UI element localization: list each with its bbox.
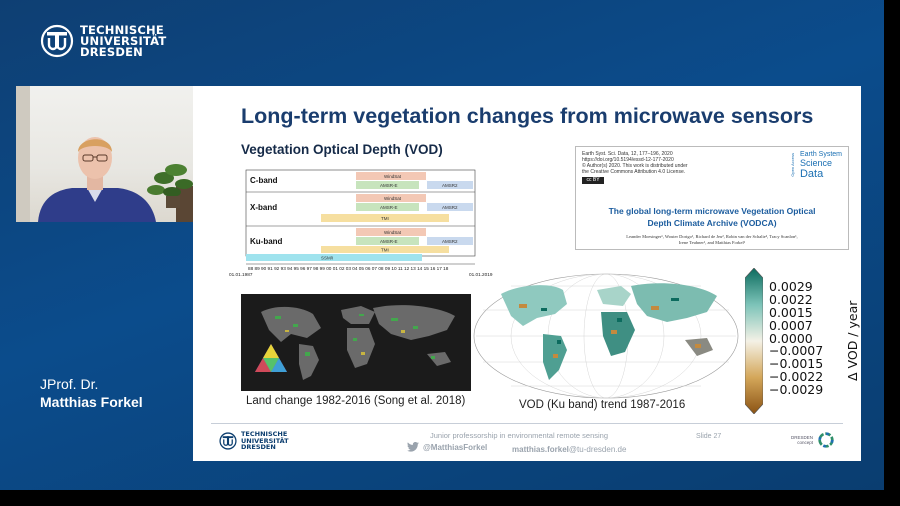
colorbar-ticks: 0.0029 0.0022 0.0015 0.0007 0.0000 −0.00… [769, 279, 824, 398]
colorbar-label: Δ VOD / year [845, 300, 860, 381]
sensor-bar [356, 181, 419, 189]
paper-thumbnail: Earth Syst. Sci. Data, 12, 177–196, 2020… [575, 146, 849, 250]
journal-logo: Open Access Earth System Science Data [790, 151, 842, 180]
sensor-label: WindSat [384, 230, 402, 235]
sensor-bar [321, 214, 449, 222]
paper-copyright: the Creative Commons Attribution 4.0 Lic… [582, 169, 686, 175]
colorbar-tick: −0.0022 [769, 369, 824, 385]
paper-doi: https://doi.org/10.5194/essd-12-177-2020 [582, 157, 674, 163]
footer-tagline: Junior professorship in environmental re… [430, 431, 609, 440]
sensor-bar [356, 203, 419, 211]
year-ticks: 88 89 90 91 92 93 94 95 96 97 98 99 00 0… [248, 266, 449, 271]
footer-email: matthias.forkel@tu-dresden.de [512, 445, 626, 454]
slide-title: Long-term vegetation changes from microw… [241, 104, 814, 128]
email-user: matthias.forkel [512, 445, 569, 454]
land-change-caption: Land change 1982-2016 (Song et al. 2018) [246, 395, 466, 407]
vod-trend-globe-map [473, 273, 739, 399]
sensor-bar [321, 246, 449, 253]
presentation-stage: TECHNISCHE UNIVERSITÄT DRESDEN [0, 0, 884, 490]
sensor-timeline-chart: C-band X-band Ku-band WindSat AMSR-E AMS… [229, 169, 493, 277]
presentation-slide: Long-term vegetation changes from microw… [193, 86, 861, 461]
paper-meta: Earth Syst. Sci. Data, 12, 177–196, 2020… [582, 151, 688, 175]
speaker-video-frame [16, 86, 193, 222]
timeline-end: 01.01.2019 [469, 272, 493, 277]
dd-line: DRESDEN [791, 435, 814, 440]
sensor-label: WindSat [384, 174, 402, 179]
band-label: X-band [250, 203, 277, 212]
logo-line: TECHNISCHE [241, 430, 288, 438]
colorbar-tick: 0.0029 [769, 279, 813, 294]
speaker-role: JProf. Dr. [40, 376, 99, 392]
colorbar-tick: 0.0007 [769, 317, 813, 333]
footer-divider [211, 423, 843, 424]
timeline-start: 01.01.1987 [229, 272, 253, 277]
journal-name: Earth System [799, 151, 842, 158]
dresden-concept-logo: DRESDEN concept [791, 431, 835, 449]
cc-by-badge: cc BY [582, 177, 604, 184]
sensor-label: AMSR2 [442, 183, 458, 188]
footer-twitter: @MatthiasForkel [407, 442, 487, 452]
sensor-label: TMI [381, 216, 389, 221]
paper-title-line: The global long-term microwave Vegetatio… [608, 206, 816, 216]
land-change-map [241, 294, 471, 391]
dd-line: concept [797, 440, 814, 445]
houseplant-icon [147, 164, 193, 208]
paper-title: The global long-term microwave Vegetatio… [576, 205, 848, 229]
sensor-bar [427, 181, 473, 189]
band-label: C-band [250, 176, 278, 185]
sensor-bar [356, 228, 426, 236]
speaker-name: Matthias Forkel [40, 394, 143, 410]
twitter-bird-icon [407, 442, 419, 452]
logo-line: UNIVERSITÄT [80, 33, 167, 48]
authors-line: Irene Teubner¹, and Matthias Forkel¹ [678, 240, 746, 245]
colorbar-tick: 0.0022 [769, 291, 813, 307]
journal-ref: Earth Syst. Sci. Data, 12, 177–196, 2020 [582, 151, 673, 157]
sensor-bar [356, 237, 419, 245]
sensor-label: AMSR-E [380, 239, 398, 244]
sensor-label: AMSR-E [380, 205, 398, 210]
dresden-concept-ring-icon [818, 432, 834, 448]
email-domain: @tu-dresden.de [568, 445, 627, 454]
colorbar-tick: −0.0029 [769, 382, 824, 398]
open-access-label: Open Access [789, 153, 795, 177]
slide-number: Slide 27 [696, 433, 722, 440]
sensor-label: AMSR2 [442, 239, 458, 244]
logo-line: DRESDEN [241, 443, 276, 451]
sensor-bar [246, 254, 422, 261]
colorbar-tick: 0.0015 [769, 304, 813, 320]
speaker-webcam-video [16, 86, 193, 222]
sensor-label: WindSat [384, 196, 402, 201]
speaker-figure [38, 137, 156, 222]
colorbar-tick: 0.0000 [769, 330, 813, 346]
logo-line: TECHNISCHE [80, 22, 164, 37]
slide-subtitle: Vegetation Optical Depth (VOD) [241, 142, 443, 157]
tu-logo-icon [40, 24, 74, 58]
sensor-bar [427, 237, 473, 245]
journal-name: Data [799, 168, 824, 180]
colorbar-tick: −0.0015 [769, 356, 824, 372]
twitter-handle: @MatthiasForkel [423, 442, 488, 452]
authors-line: Leander Moesinger¹, Wouter Dorigo¹, Rich… [626, 234, 798, 239]
sensor-label: AMSR-E [380, 183, 398, 188]
paper-copyright: © Author(s) 2020. This work is distribut… [582, 163, 688, 169]
logo-line: UNIVERSITÄT [241, 436, 289, 445]
sensor-label: SSM/I [321, 256, 333, 261]
logo-line: DRESDEN [80, 44, 143, 59]
tu-logo-icon [219, 432, 237, 450]
sensor-bar [356, 194, 426, 202]
sensor-label: TMI [381, 248, 389, 253]
vod-colorbar [745, 268, 763, 414]
paper-authors: Leander Moesinger¹, Wouter Dorigo¹, Rich… [586, 234, 838, 246]
tu-dresden-logo: TECHNISCHE UNIVERSITÄT DRESDEN [40, 24, 166, 58]
color-triangle-legend [255, 344, 287, 372]
journal-name: Science [799, 158, 833, 168]
footer-tu-logo: TECHNISCHE UNIVERSITÄT DRESDEN [219, 431, 289, 451]
vod-trend-caption: VOD (Ku band) trend 1987-2016 [519, 399, 686, 411]
sensor-bar [427, 203, 473, 211]
sensor-bar [356, 172, 426, 180]
sensor-label: AMSR2 [442, 205, 458, 210]
band-label: Ku-band [250, 237, 283, 246]
paper-title-line: Depth Climate Archive (VODCA) [647, 218, 777, 228]
colorbar-tick: −0.0007 [769, 343, 824, 359]
